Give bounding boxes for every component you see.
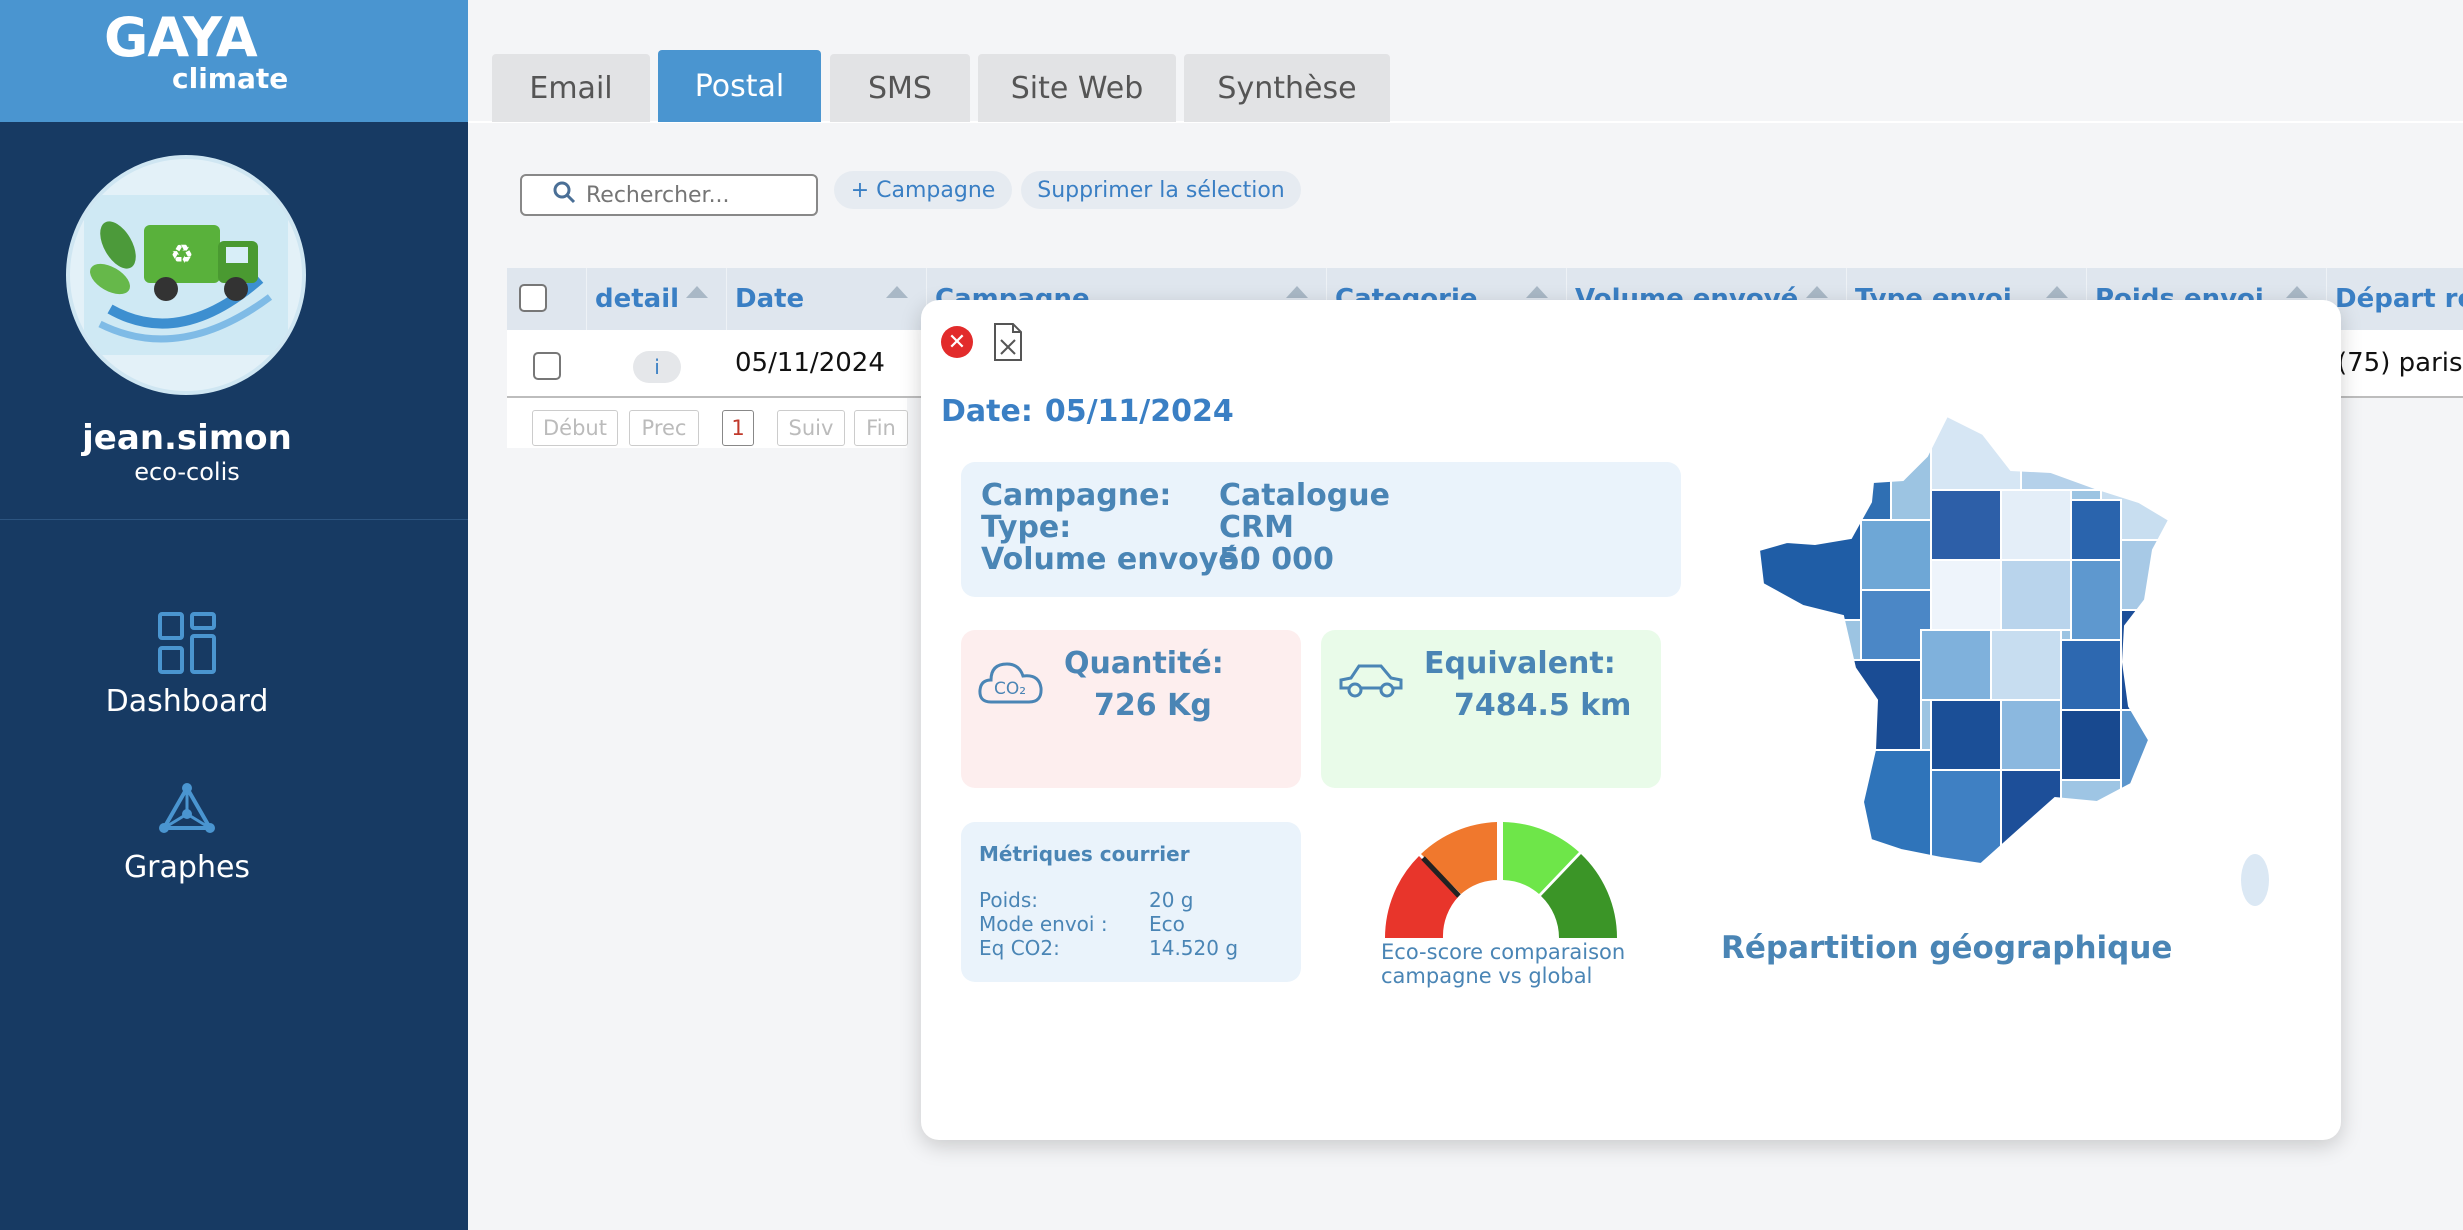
excel-export-icon[interactable] <box>993 322 1023 362</box>
gauge-segment-lightgreen <box>1503 822 1579 894</box>
eq-co2-label: Eq CO2: <box>979 936 1060 960</box>
car-icon <box>1339 664 1403 698</box>
close-icon: ✕ <box>947 329 967 355</box>
column-header-detail[interactable]: detail <box>587 268 727 330</box>
gauge-segment-red <box>1385 856 1459 938</box>
sort-icon <box>886 286 908 298</box>
type-label: Type: <box>981 510 1072 545</box>
campaign-detail-modal: ✕ Date: 05/11/2024 Campagne: Catalogue Ty… <box>921 300 2341 1140</box>
dashboard-icon <box>158 612 216 674</box>
sidebar-item-label: Graphes <box>123 850 251 885</box>
sidebar-item-label: Dashboard <box>105 684 269 719</box>
column-header-date[interactable]: Date <box>727 268 927 330</box>
co2-cloud-icon: CO₂ <box>978 662 1043 704</box>
map-title: Répartition géographique <box>1721 930 2173 966</box>
gauge-caption: Eco-score comparaison campagne vs global <box>1381 940 1641 988</box>
search-input[interactable] <box>584 181 818 209</box>
sort-icon <box>1806 286 1828 298</box>
sidebar-item-graphes[interactable]: Graphes <box>0 782 374 885</box>
prev-page-button[interactable]: Prec <box>629 410 699 446</box>
svg-text:♻: ♻ <box>170 240 193 270</box>
sidebar-item-dashboard[interactable]: Dashboard <box>0 612 374 719</box>
gauge-caption-line-1: Eco-score comparaison <box>1381 940 1626 964</box>
sort-icon <box>686 286 708 298</box>
mail-metrics-card: Métriques courrier Poids: 20 g Mode envo… <box>961 822 1301 982</box>
gauge-needle <box>1421 856 1461 898</box>
campaign-summary-card: Campagne: Catalogue Type: CRM Volume env… <box>961 462 1681 597</box>
tab-email[interactable]: Email <box>492 54 650 122</box>
sort-icon <box>2046 286 2068 298</box>
user-company: eco-colis <box>134 458 240 486</box>
gauge-caption-line-2: campagne vs global <box>1381 964 1593 988</box>
france-map <box>1757 414 2269 906</box>
close-button[interactable]: ✕ <box>941 326 973 358</box>
current-page-button[interactable]: 1 <box>722 410 754 446</box>
first-page-button[interactable]: Début <box>532 410 618 446</box>
last-page-button[interactable]: Fin <box>854 410 908 446</box>
mode-label: Mode envoi : <box>979 912 1108 936</box>
svg-text:CO₂: CO₂ <box>994 679 1026 699</box>
pagination: Début Prec 1 Suiv Fin <box>507 398 908 448</box>
modal-date: Date: 05/11/2024 <box>941 394 1234 429</box>
column-header-depart[interactable]: Départ rou <box>2335 284 2463 314</box>
cell-depart: (75) paris 8 <box>2337 348 2463 378</box>
tab-postal[interactable]: Postal <box>658 50 821 122</box>
avatar: ♻ <box>66 155 306 395</box>
equivalent-card: Equivalent: 7484.5 km <box>1321 630 1661 788</box>
campagne-value: Catalogue <box>1219 478 1390 513</box>
co2-quantity-card: CO₂ Quantité: 726 Kg <box>961 630 1301 788</box>
gauge-segment-orange <box>1421 822 1497 894</box>
mode-value: Eco <box>1149 912 1185 936</box>
volume-value: 50 000 <box>1219 542 1334 577</box>
brand-subtitle: climate <box>172 62 289 95</box>
logo-bar[interactable]: GAYA climate <box>0 0 468 122</box>
date-label: Date: <box>941 394 1033 429</box>
campagne-label: Campagne: <box>981 478 1172 513</box>
gauge-segment-darkgreen <box>1541 854 1617 938</box>
metrics-title: Métriques courrier <box>979 842 1190 866</box>
brand-logo: GAYA <box>104 6 258 69</box>
tab-underline <box>468 121 2463 123</box>
user-name: jean.simon <box>82 418 292 458</box>
cell-date: 05/11/2024 <box>735 348 885 378</box>
delete-selection-button[interactable]: Supprimer la sélection <box>1021 171 1301 209</box>
tab-synthese[interactable]: Synthèse <box>1184 54 1390 122</box>
date-value: 05/11/2024 <box>1044 394 1234 429</box>
header-select <box>507 268 587 330</box>
detail-button[interactable]: i <box>633 351 681 383</box>
type-value: CRM <box>1219 510 1294 545</box>
volume-label: Volume envoyé: <box>981 542 1251 577</box>
sidebar-divider <box>0 519 468 520</box>
search-icon <box>552 180 576 210</box>
quantite-value: 726 Kg <box>1094 688 1212 723</box>
sort-icon <box>1286 286 1308 298</box>
equivalent-label: Equivalent: <box>1424 646 1616 681</box>
sidebar: GAYA climate ♻ jean.simon eco-colis Dash… <box>0 0 468 1230</box>
poids-value: 20 g <box>1149 888 1194 912</box>
sort-icon <box>1526 286 1548 298</box>
graph-icon <box>159 783 215 833</box>
poids-label: Poids: <box>979 888 1038 912</box>
add-campaign-button[interactable]: + Campagne <box>834 171 1012 209</box>
sort-icon <box>2286 286 2308 298</box>
eco-score-gauge <box>1385 822 1617 938</box>
tab-sms[interactable]: SMS <box>830 54 970 122</box>
equivalent-value: 7484.5 km <box>1454 688 1632 723</box>
select-all-checkbox[interactable] <box>519 284 547 312</box>
tab-site-web[interactable]: Site Web <box>978 54 1176 122</box>
eq-co2-value: 14.520 g <box>1149 936 1239 960</box>
next-page-button[interactable]: Suiv <box>777 410 845 446</box>
search-box[interactable] <box>520 174 818 216</box>
row-checkbox[interactable] <box>533 352 561 380</box>
quantite-label: Quantité: <box>1064 646 1224 681</box>
